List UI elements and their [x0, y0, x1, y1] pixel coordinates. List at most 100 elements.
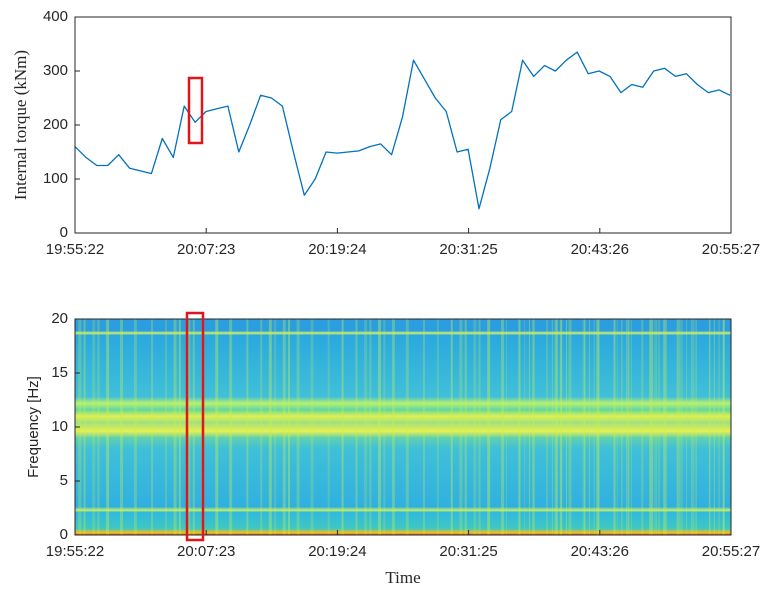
spectrogram-streak — [718, 319, 720, 535]
spectrogram-streak — [268, 319, 272, 535]
spectrogram-streak — [677, 319, 681, 535]
x-tick-label: 20:43:26 — [571, 543, 629, 560]
highlight-box — [185, 311, 205, 542]
spectrogram-streak — [246, 319, 249, 535]
spectrogram-streak — [723, 319, 725, 535]
spectrogram-streak — [119, 319, 123, 535]
y-tick-label: 20 — [51, 310, 68, 327]
spectrogram-streak — [274, 319, 277, 535]
spectrogram-streak — [616, 319, 618, 535]
spectrogram-streak — [282, 319, 286, 535]
spectrogram-streak — [518, 319, 521, 535]
spectrogram-streak — [676, 319, 678, 535]
axes-box — [74, 16, 732, 234]
spectrogram-streak — [151, 319, 154, 535]
spectrogram-streak — [627, 319, 630, 535]
x-tick-label: 20:55:27 — [702, 543, 760, 560]
spectrogram-streak — [459, 319, 463, 535]
spectrogram-streak — [215, 319, 219, 535]
spectrogram-streak — [621, 319, 623, 535]
y-tick-label: 400 — [43, 8, 68, 25]
spectrogram-streak — [327, 319, 330, 535]
spectrogram-streak — [92, 319, 96, 535]
x-tick-label: 20:31:25 — [439, 543, 497, 560]
y-tick-label: 0 — [60, 224, 68, 241]
spectrogram-streak — [187, 319, 191, 535]
spectrogram-streak — [478, 319, 481, 535]
spectrogram-streak — [686, 319, 688, 535]
spectrogram-streak — [626, 319, 628, 535]
spectrogram-streak — [97, 319, 100, 535]
x-tick-label: 20:55:27 — [702, 241, 760, 258]
spectrogram-streak — [106, 319, 110, 535]
spectrogram-streak — [708, 319, 711, 535]
spectrogram-streak — [524, 319, 526, 535]
spectrogram-streak — [192, 319, 195, 535]
spectrogram-streak — [630, 319, 632, 535]
spectrogram-streak — [613, 319, 616, 535]
spectrogram-streak — [364, 319, 368, 535]
x-tick-label: 19:55:22 — [46, 241, 104, 258]
spectrogram-streak — [436, 319, 439, 535]
spectrogram-streak — [341, 319, 344, 535]
y-tick-label: 0 — [60, 526, 68, 543]
spectrogram-streak — [566, 319, 568, 535]
spectrogram-streak — [593, 319, 595, 535]
spectrogram-streak — [551, 319, 553, 535]
spectrogram-streak — [260, 319, 263, 535]
y-tick-label: 10 — [51, 418, 68, 435]
spectrogram-streak — [173, 319, 177, 535]
spectrogram-streak — [663, 319, 667, 535]
x-tick-label: 19:55:22 — [46, 543, 104, 560]
spectrogram-streak — [405, 319, 409, 535]
spectrogram-streak — [528, 319, 530, 535]
spectrogram-streak — [568, 319, 572, 535]
x-tick-label: 20:31:25 — [439, 241, 497, 258]
y-tick-label: 15 — [51, 364, 68, 381]
spectrogram — [75, 319, 731, 535]
spectrogram-streak — [369, 319, 372, 535]
spectrogram-streak — [658, 319, 660, 535]
spectrogram-streak — [681, 319, 683, 535]
spectrogram-streak — [355, 319, 358, 535]
torque-line — [74, 51, 731, 210]
x-tick-label: 20:07:23 — [177, 543, 235, 560]
y-tick-label: 100 — [43, 170, 68, 187]
spectrogram-streak — [582, 319, 586, 535]
x-axis-label: Time — [385, 568, 420, 587]
spectrogram-streak — [533, 319, 535, 535]
spectrogram-streak — [164, 319, 167, 535]
spectrogram-streak — [709, 319, 711, 535]
highlight-box — [187, 76, 204, 145]
spectrogram-streak — [229, 319, 233, 535]
y-tick-label: 5 — [60, 472, 68, 489]
spectrogram-streak — [663, 319, 665, 535]
spectrogram-streak — [501, 319, 505, 535]
y-tick-label: 200 — [43, 116, 68, 133]
spectrogram-streak — [554, 319, 558, 535]
spectrogram-streak — [450, 319, 453, 535]
x-tick-label: 20:43:26 — [571, 241, 629, 258]
spectrogram-streak — [649, 319, 651, 535]
x-tick-label: 20:07:23 — [177, 241, 235, 258]
spectrogram-streak — [596, 319, 600, 535]
spectrogram-streak — [310, 319, 314, 535]
spectrogram-streak — [691, 319, 695, 535]
spectrogram-streak — [288, 319, 291, 535]
spectrogram-streak — [133, 319, 137, 535]
spectrogram-streak — [588, 319, 590, 535]
x-tick-label: 20:19:24 — [308, 241, 366, 258]
spectrogram-streak — [713, 319, 715, 535]
y-axis-label: Internal torque (kNm) — [11, 50, 30, 200]
spectrogram-streak — [690, 319, 692, 535]
spectrogram-streak — [505, 319, 507, 535]
spectrogram-streak — [649, 319, 653, 535]
spectrogram-streak — [83, 319, 86, 535]
spectrogram-streak — [422, 319, 425, 535]
spectrogram-streak — [653, 319, 655, 535]
y-axis-label: Frequency [Hz] — [25, 376, 42, 478]
y-tick-label: 300 — [43, 62, 68, 79]
spectrogram-streak — [598, 319, 600, 535]
